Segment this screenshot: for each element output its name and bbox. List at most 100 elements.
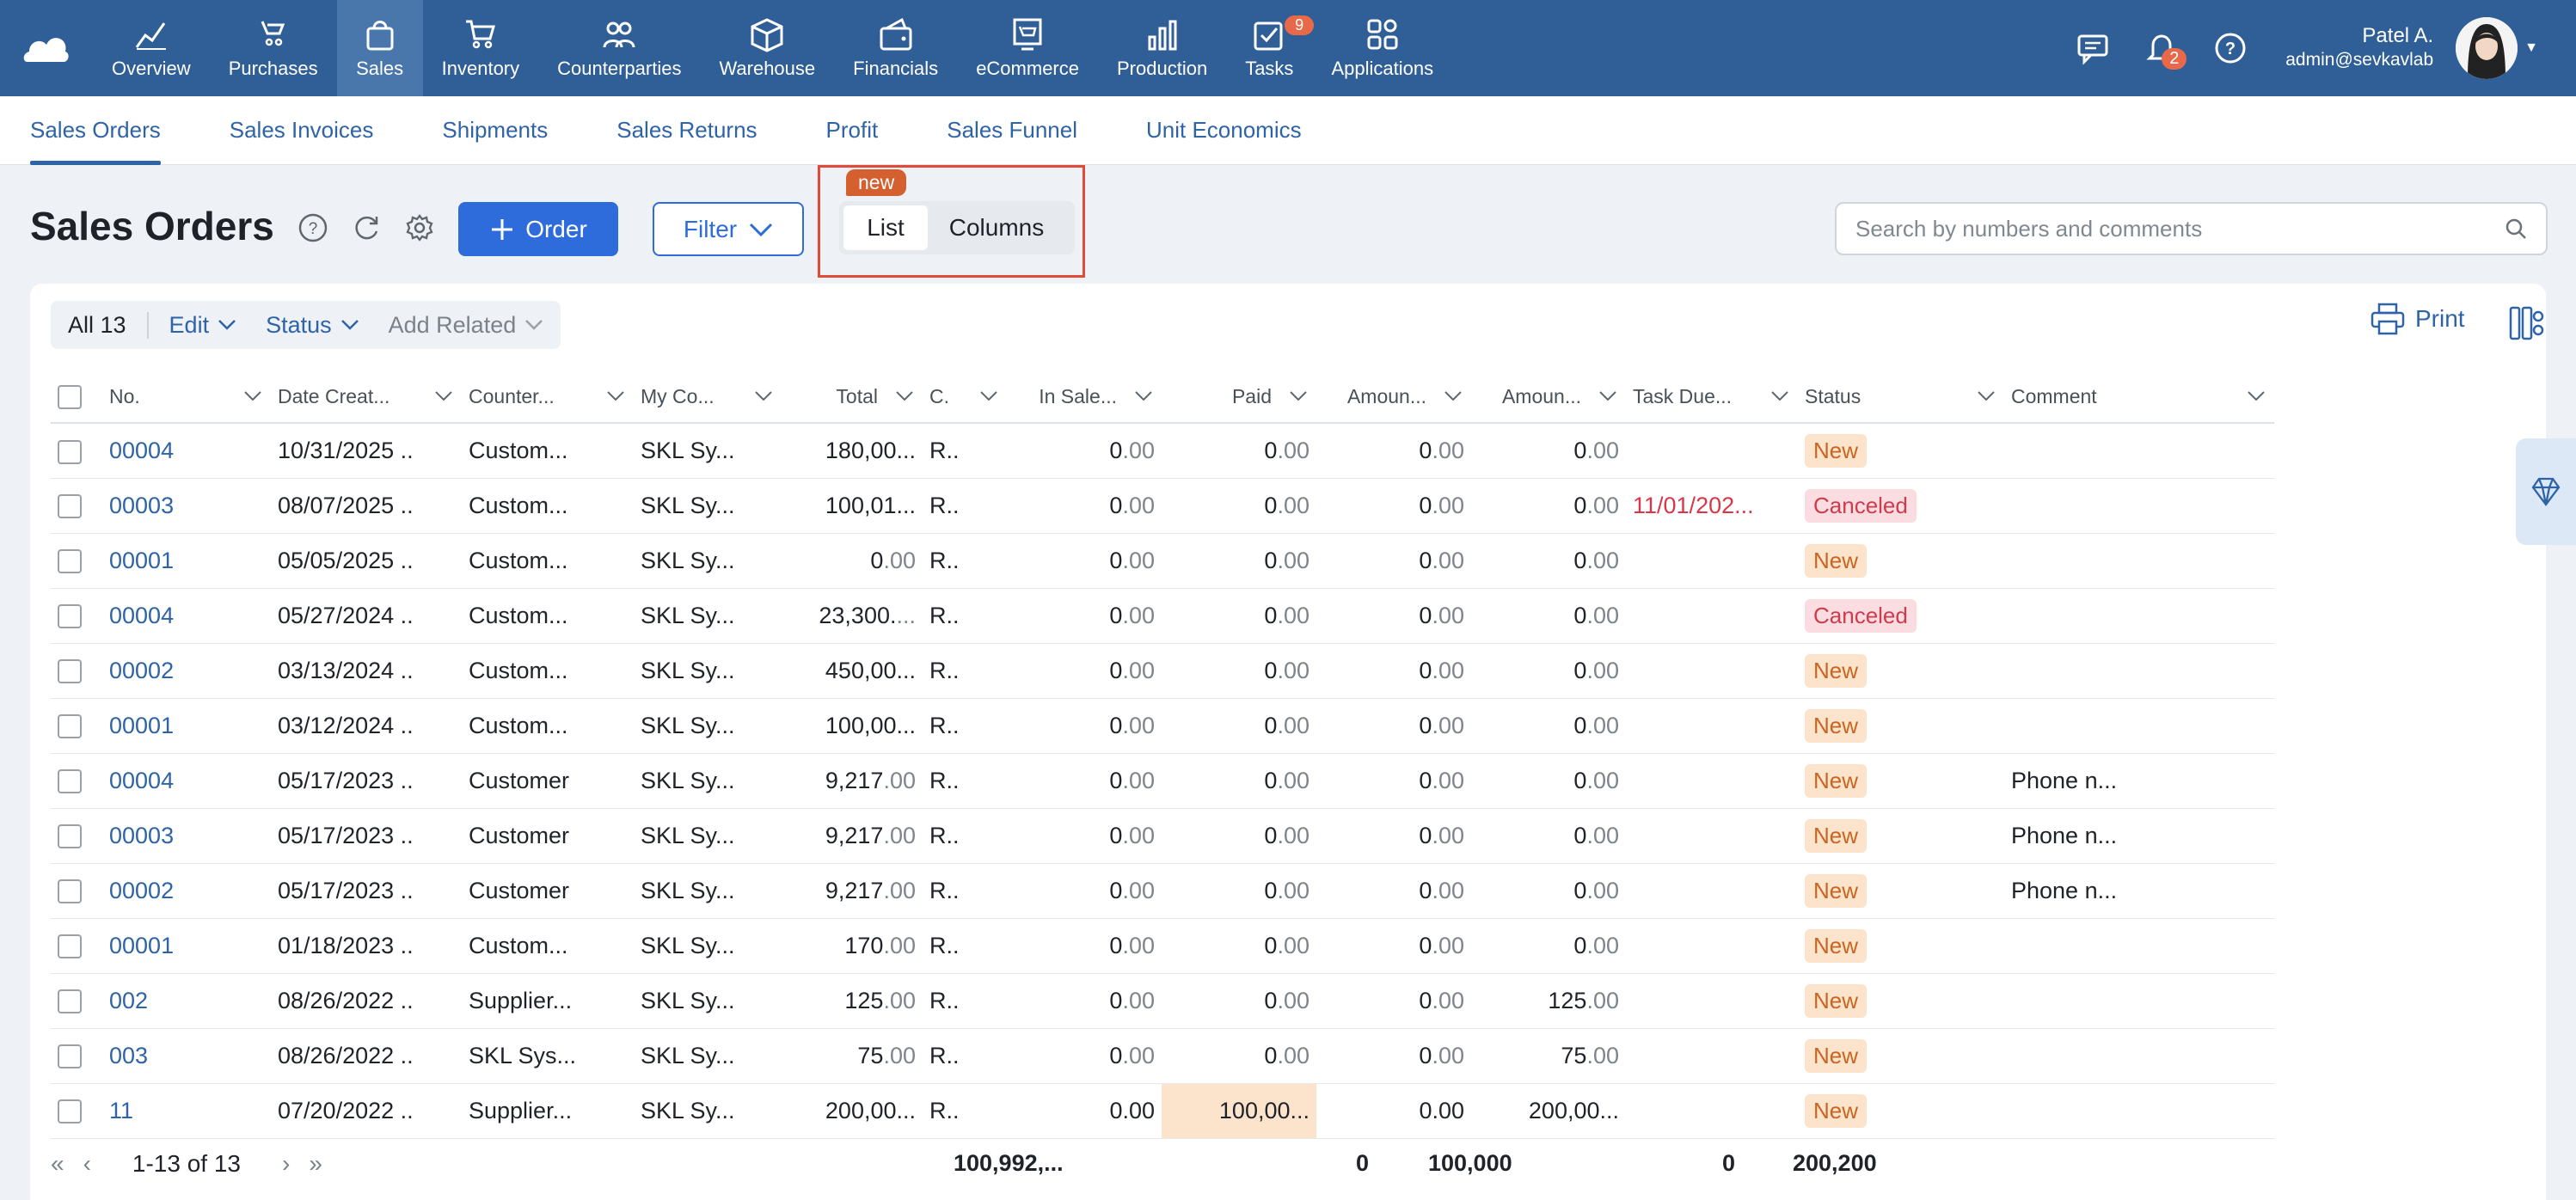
column-header[interactable]: C. bbox=[923, 371, 1007, 424]
column-header[interactable]: Total bbox=[782, 371, 923, 424]
status-badge[interactable]: New bbox=[1805, 983, 1868, 1018]
status-badge[interactable]: New bbox=[1805, 708, 1868, 743]
row-checkbox[interactable] bbox=[58, 989, 82, 1014]
help-icon[interactable]: ? bbox=[2211, 29, 2249, 67]
column-header[interactable]: My Co... bbox=[634, 371, 782, 424]
order-number-link[interactable]: 00004 bbox=[102, 588, 271, 644]
table-row[interactable]: 002 08/26/2022 .. Supplier... SKL Sy... 125.… bbox=[51, 973, 2274, 1029]
row-checkbox[interactable] bbox=[58, 934, 82, 959]
search-icon[interactable] bbox=[2505, 217, 2527, 240]
tab-profit[interactable]: Profit bbox=[825, 117, 879, 143]
tab-sales-invoices[interactable]: Sales Invoices bbox=[229, 117, 374, 143]
nav-item-purchases[interactable]: Purchases bbox=[210, 0, 337, 96]
row-checkbox[interactable] bbox=[58, 1044, 82, 1069]
view-columns-option[interactable]: Columns bbox=[948, 214, 1045, 241]
table-row[interactable]: 00001 05/05/2025 .. Custom... SKL Sy... 0.00… bbox=[51, 533, 2274, 589]
nav-item-counterparties[interactable]: Counterparties bbox=[538, 0, 700, 96]
bell-icon[interactable]: 2 bbox=[2143, 29, 2187, 70]
prev-page-icon[interactable]: ‹ bbox=[83, 1150, 91, 1177]
view-list-option[interactable]: List bbox=[843, 205, 928, 250]
status-badge[interactable]: New bbox=[1805, 653, 1868, 688]
side-panel-button[interactable] bbox=[2516, 438, 2576, 545]
nav-item-ecommerce[interactable]: eCommerce bbox=[957, 0, 1098, 96]
row-checkbox[interactable] bbox=[58, 549, 82, 574]
table-row[interactable]: 00004 05/27/2024 .. Custom... SKL Sy... 23,3… bbox=[51, 588, 2274, 644]
table-row[interactable]: 00001 03/12/2024 .. Custom... SKL Sy... 100,… bbox=[51, 698, 2274, 754]
status-badge[interactable]: New bbox=[1805, 873, 1868, 908]
column-header[interactable]: In Sale... bbox=[1007, 371, 1162, 424]
table-row[interactable]: 00003 05/17/2023 .. Customer SKL Sy... 9,217… bbox=[51, 808, 2274, 864]
row-checkbox[interactable] bbox=[58, 879, 82, 904]
refresh-icon[interactable] bbox=[350, 211, 383, 244]
column-header[interactable]: Task Due... bbox=[1626, 371, 1798, 424]
order-number-link[interactable]: 00001 bbox=[102, 698, 271, 754]
status-badge[interactable]: New bbox=[1805, 818, 1868, 853]
next-page-icon[interactable]: › bbox=[282, 1150, 291, 1177]
nav-item-inventory[interactable]: Inventory bbox=[423, 0, 539, 96]
row-checkbox[interactable] bbox=[58, 604, 82, 629]
order-number-link[interactable]: 00002 bbox=[102, 643, 271, 699]
nav-item-overview[interactable]: Overview bbox=[93, 0, 210, 96]
status-badge[interactable]: New bbox=[1805, 928, 1868, 963]
column-header[interactable]: Status bbox=[1798, 371, 2004, 424]
row-checkbox[interactable] bbox=[58, 714, 82, 739]
status-badge[interactable]: New bbox=[1805, 1038, 1868, 1073]
nav-item-tasks[interactable]: Tasks 9 bbox=[1226, 0, 1315, 96]
row-checkbox[interactable] bbox=[58, 824, 82, 849]
order-number-link[interactable]: 00001 bbox=[102, 533, 271, 589]
tab-sales-orders[interactable]: Sales Orders bbox=[30, 96, 161, 165]
column-header[interactable]: Counter... bbox=[462, 371, 634, 424]
user-menu-chevron-icon[interactable]: ▼ bbox=[2524, 40, 2538, 55]
order-number-link[interactable]: 002 bbox=[102, 973, 271, 1029]
column-header[interactable]: Amoun... bbox=[1471, 371, 1626, 424]
order-number-link[interactable]: 11 bbox=[102, 1083, 271, 1139]
table-row[interactable]: 00004 10/31/2025 .. Custom... SKL Sy... 180,… bbox=[51, 423, 2274, 479]
add-order-button[interactable]: Order bbox=[458, 202, 618, 256]
gear-icon[interactable] bbox=[403, 211, 436, 244]
search-input[interactable] bbox=[1855, 215, 2505, 242]
tab-shipments[interactable]: Shipments bbox=[442, 117, 549, 143]
row-checkbox[interactable] bbox=[58, 659, 82, 684]
status-badge[interactable]: Canceled bbox=[1805, 488, 1917, 523]
last-page-icon[interactable]: » bbox=[309, 1150, 322, 1177]
user-info[interactable]: Patel A. admin@sevkavlab bbox=[2285, 24, 2433, 72]
status-badge[interactable]: New bbox=[1805, 543, 1868, 578]
first-page-icon[interactable]: « bbox=[51, 1150, 64, 1177]
tab-unit-economics[interactable]: Unit Economics bbox=[1146, 117, 1302, 143]
table-row[interactable]: 00002 05/17/2023 .. Customer SKL Sy... 9,217… bbox=[51, 863, 2274, 919]
order-number-link[interactable]: 00004 bbox=[102, 753, 271, 809]
nav-item-financials[interactable]: Financials bbox=[834, 0, 957, 96]
column-header[interactable]: Amoun... bbox=[1316, 371, 1471, 424]
help-circle-icon[interactable]: ? bbox=[297, 211, 329, 244]
row-checkbox[interactable] bbox=[58, 769, 82, 794]
select-all-checkbox[interactable] bbox=[58, 384, 82, 409]
tab-sales-returns[interactable]: Sales Returns bbox=[616, 117, 757, 143]
column-header[interactable]: Comment bbox=[2004, 371, 2274, 424]
status-dropdown[interactable]: Status bbox=[266, 312, 359, 339]
column-header[interactable]: Date Creat... bbox=[271, 371, 462, 424]
status-badge[interactable]: Canceled bbox=[1805, 598, 1917, 633]
nav-item-warehouse[interactable]: Warehouse bbox=[700, 0, 834, 96]
all-count[interactable]: All 13 bbox=[68, 311, 149, 339]
nav-item-applications[interactable]: Applications bbox=[1312, 0, 1452, 96]
add-related-dropdown[interactable]: Add Related bbox=[389, 312, 544, 339]
table-row[interactable]: 11 07/20/2022 .. Supplier... SKL Sy... 200,0… bbox=[51, 1083, 2274, 1139]
status-badge[interactable]: New bbox=[1805, 1093, 1868, 1128]
table-row[interactable]: 00003 08/07/2025 .. Custom... SKL Sy... 100,… bbox=[51, 478, 2274, 534]
edit-dropdown[interactable]: Edit bbox=[169, 312, 237, 339]
table-row[interactable]: 00001 01/18/2023 .. Custom... SKL Sy... 170.… bbox=[51, 918, 2274, 974]
tab-sales-funnel[interactable]: Sales Funnel bbox=[947, 117, 1077, 143]
status-badge[interactable]: New bbox=[1805, 433, 1868, 468]
filter-button[interactable]: Filter bbox=[653, 202, 804, 256]
app-logo[interactable] bbox=[0, 0, 93, 96]
nav-item-production[interactable]: Production bbox=[1098, 0, 1226, 96]
nav-item-sales[interactable]: Sales bbox=[336, 0, 423, 96]
row-checkbox[interactable] bbox=[58, 494, 82, 519]
status-badge[interactable]: New bbox=[1805, 763, 1868, 798]
order-number-link[interactable]: 00002 bbox=[102, 863, 271, 919]
column-header[interactable]: Paid bbox=[1162, 371, 1316, 424]
print-button[interactable]: Print bbox=[2371, 303, 2465, 335]
chat-icon[interactable] bbox=[2074, 29, 2112, 67]
column-header[interactable]: No. bbox=[102, 371, 271, 424]
order-number-link[interactable]: 00003 bbox=[102, 808, 271, 864]
